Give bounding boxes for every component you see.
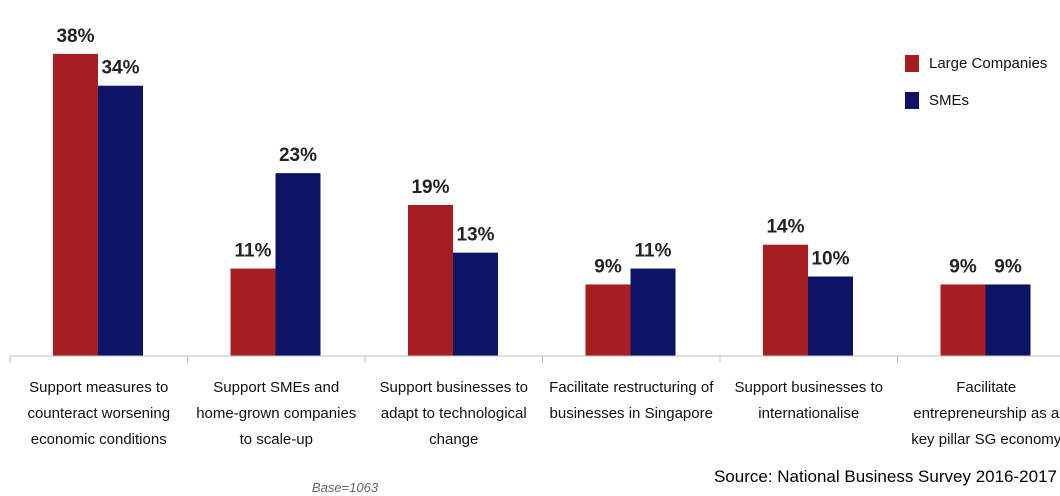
category-label: Facilitate restructuring of businesses in… (549, 379, 714, 422)
data-label-smes: 10% (811, 249, 849, 270)
bar-smes (275, 173, 321, 356)
category-labels: Support measures to counteract worsening e… (27, 379, 1060, 448)
data-label-smes: 11% (635, 241, 672, 262)
legend-swatch-large-companies (905, 55, 919, 72)
category-label: Facilitate entrepreneurship as a key pilla… (911, 379, 1060, 448)
legend-label-smes: SMEs (929, 92, 969, 109)
legend-swatch-smes (905, 92, 919, 109)
source-note: Source: National Business Survey 2016-20… (714, 467, 1057, 486)
legend-label-large-companies: Large Companies (929, 55, 1047, 72)
bar-smes (808, 276, 853, 356)
data-label-smes: 23% (279, 145, 317, 166)
value-labels: 38% 34% 11% 23% 19% 13% 9% 11% 14% 10% 9% 9% (56, 26, 1021, 278)
data-label-smes: 34% (101, 58, 139, 79)
bar-large-companies (940, 284, 986, 356)
bar-smes (453, 252, 498, 356)
bar-large-companies (53, 53, 98, 357)
category-label: Support businesses to adapt to technologi… (380, 379, 528, 448)
data-label-smes: 13% (456, 225, 494, 246)
bars (53, 53, 1031, 357)
category-label: Support businesses to internationalise (735, 379, 883, 422)
legend: Large Companies SMEs (905, 55, 1047, 109)
bar-smes (630, 268, 676, 356)
bar-large-companies (230, 268, 276, 356)
category-label: Support SMEs and home-grown companies to s… (196, 379, 356, 448)
base-note: Base=1063 (312, 480, 379, 495)
data-label-large-companies: 14% (766, 217, 804, 238)
data-label-large-companies: 9% (949, 256, 977, 277)
bar-large-companies (585, 284, 631, 356)
bar-smes (985, 284, 1031, 356)
data-label-large-companies: 11% (235, 241, 272, 262)
data-label-smes: 9% (994, 256, 1022, 277)
data-label-large-companies: 19% (411, 177, 449, 198)
x-axis-ticks (9, 356, 898, 363)
data-label-large-companies: 38% (56, 26, 94, 47)
bar-large-companies (408, 204, 453, 356)
category-label: Support measures to counteract worsening e… (27, 379, 170, 448)
data-label-large-companies: 9% (594, 256, 622, 277)
bar-large-companies (763, 244, 808, 356)
bar-smes (98, 85, 143, 356)
